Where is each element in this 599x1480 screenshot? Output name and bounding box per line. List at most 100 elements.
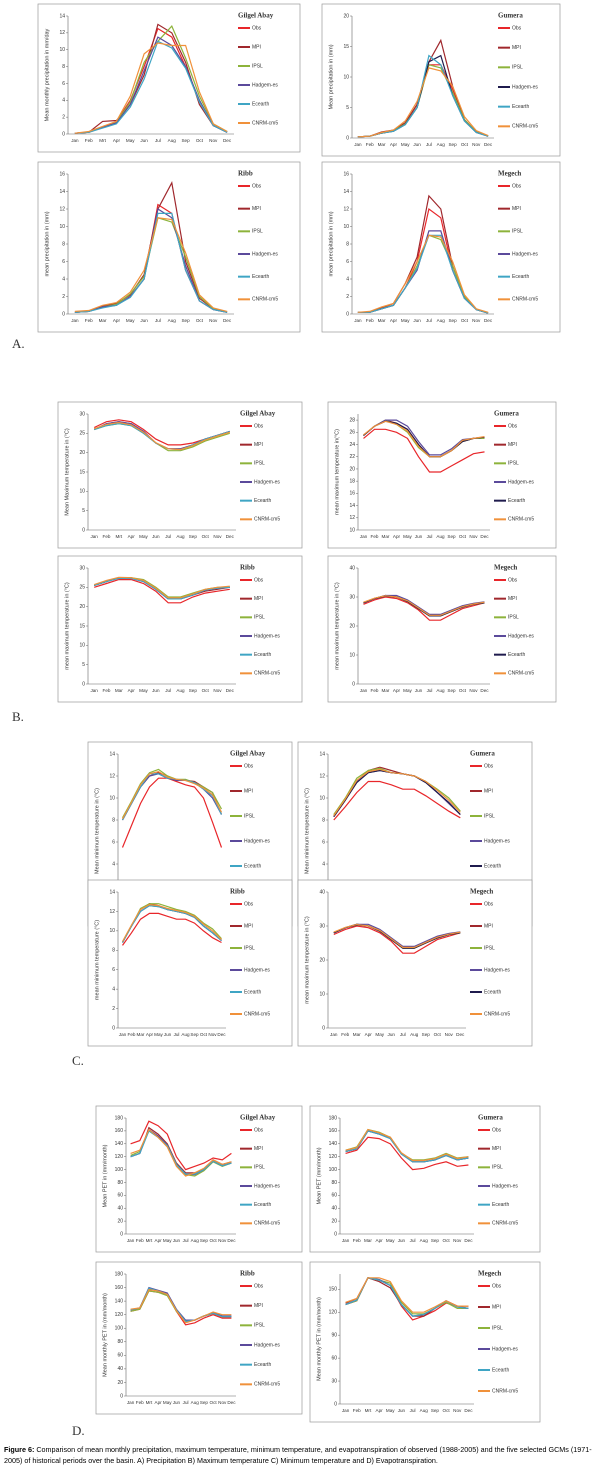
y-tick-label: 0	[322, 1025, 325, 1031]
x-tick-label: Nov	[218, 1238, 227, 1243]
caption-label: Figure 6:	[4, 1445, 35, 1454]
y-tick-label: 2	[346, 294, 349, 300]
series-line	[122, 912, 222, 946]
chart-title: Gumera	[470, 750, 495, 758]
x-tick-label: Oct	[459, 688, 467, 693]
y-axis-label: Mean precipitation in (mm)	[328, 44, 334, 109]
x-tick-label: Sep	[200, 1400, 209, 1405]
x-tick-label: Apr	[390, 318, 398, 323]
y-tick-label: 0	[346, 135, 349, 141]
x-tick-label: Aug	[436, 534, 445, 539]
legend-label: IPSL	[254, 1165, 265, 1171]
series-line	[357, 234, 489, 314]
series-line	[130, 1129, 232, 1175]
chart-frame	[87, 879, 293, 1047]
y-tick-label: 60	[331, 1355, 337, 1361]
x-tick-label: Mrt	[146, 1238, 153, 1243]
x-tick-label: Jun	[413, 142, 421, 147]
y-tick-label: 140	[115, 1141, 124, 1147]
legend-label: Hadgem-es	[254, 1183, 280, 1189]
x-tick-label: Nov	[218, 1400, 227, 1405]
x-tick-label: Jun	[152, 534, 160, 539]
series-line	[363, 420, 485, 458]
y-tick-label: 25	[79, 431, 85, 437]
series-line	[345, 1136, 469, 1171]
x-tick-label: Jul	[410, 1408, 416, 1413]
legend-label: Ecearth	[484, 989, 501, 995]
x-tick-label: Nov	[208, 1032, 217, 1037]
legend-label: IPSL	[508, 615, 519, 621]
series-line	[333, 780, 461, 821]
x-tick-label: Dec	[217, 1032, 226, 1037]
y-axis-label: mean maximum temperature in (°C)	[304, 916, 310, 1004]
legend-label: Ecearth	[252, 274, 269, 280]
y-tick-label: 0	[352, 681, 355, 687]
chart-frame	[57, 555, 303, 703]
legend-label: Obs	[244, 901, 254, 907]
x-tick-label: Dec	[456, 1032, 465, 1037]
y-tick-label: 20	[331, 1218, 337, 1224]
chart-title: Gumera	[498, 12, 523, 20]
legend-label: MPI	[484, 788, 493, 794]
legend-label: IPSL	[508, 461, 519, 467]
legend-label: MPI	[512, 206, 521, 212]
y-tick-label: 22	[349, 454, 355, 460]
series-line	[363, 596, 485, 621]
y-tick-label: 6	[346, 259, 349, 265]
chart-title: Gilgel Abay	[240, 1114, 276, 1122]
legend-label: Ecearth	[254, 1202, 271, 1208]
x-tick-label: Jun	[415, 688, 423, 693]
x-tick-label: Apr	[393, 688, 401, 693]
x-tick-label: May	[403, 534, 412, 539]
y-tick-label: 14	[109, 889, 115, 895]
x-tick-label: Dec	[223, 138, 232, 143]
y-tick-label: 180	[115, 1271, 124, 1277]
y-tick-label: 5	[346, 105, 349, 111]
legend-label: IPSL	[254, 1323, 265, 1329]
y-tick-label: 160	[329, 1128, 338, 1134]
x-tick-label: Sep	[181, 138, 190, 143]
x-tick-label: Jul	[427, 688, 433, 693]
legend-label: MPI	[244, 788, 253, 794]
y-tick-label: 100	[115, 1326, 124, 1332]
y-tick-label: 20	[79, 450, 85, 456]
x-tick-label: Feb	[341, 1032, 349, 1037]
y-tick-label: 80	[117, 1339, 123, 1345]
x-tick-label: Feb	[136, 1400, 144, 1405]
legend-label: MPI	[252, 44, 261, 50]
y-tick-label: 6	[62, 259, 65, 265]
x-tick-label: Dec	[227, 1238, 236, 1243]
legend-label: IPSL	[512, 229, 523, 235]
series-line	[333, 768, 461, 816]
x-tick-label: Feb	[366, 142, 374, 147]
y-tick-label: 30	[319, 923, 325, 929]
chart-frame	[309, 1105, 541, 1253]
x-tick-label: Feb	[128, 1032, 136, 1037]
legend-label: CNRM-cm5	[508, 671, 534, 677]
x-tick-label: Jan	[90, 688, 98, 693]
series-line	[357, 67, 489, 138]
y-tick-label: 60	[117, 1193, 123, 1199]
y-tick-label: 100	[115, 1167, 124, 1173]
y-tick-label: 0	[334, 1401, 337, 1407]
legend-label: CNRM-cm5	[508, 517, 534, 523]
legend-label: Hadgem-es	[484, 967, 510, 973]
x-tick-label: Aug	[181, 1032, 190, 1037]
y-tick-label: 14	[319, 751, 325, 757]
chart-title: Ribb	[240, 564, 255, 572]
chart-title: Gilgel Abay	[238, 12, 274, 20]
legend-label: IPSL	[244, 813, 255, 819]
y-tick-label: 2	[62, 114, 65, 120]
y-tick-label: 8	[112, 817, 115, 823]
legend-label: Obs	[484, 901, 494, 907]
series-line	[333, 925, 461, 954]
y-tick-label: 90	[331, 1333, 337, 1339]
x-tick-label: Jan	[127, 1400, 135, 1405]
y-tick-label: 14	[59, 13, 65, 19]
legend-label: CNRM-cm5	[512, 297, 538, 303]
series-line	[121, 903, 222, 942]
x-tick-label: Dec	[223, 318, 232, 323]
x-tick-label: Apr	[390, 142, 398, 147]
y-tick-label: 0	[62, 311, 65, 317]
y-tick-label: 10	[319, 991, 325, 997]
